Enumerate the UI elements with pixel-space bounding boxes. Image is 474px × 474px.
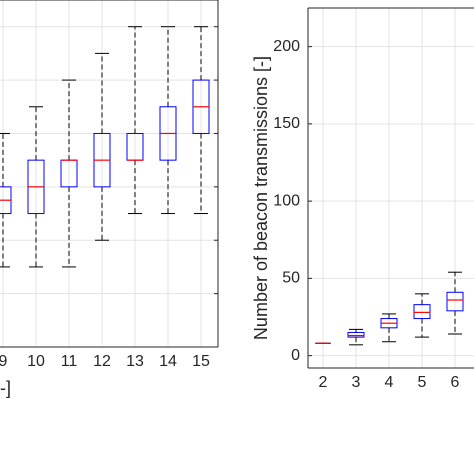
box xyxy=(413,304,431,320)
x-tick-label: 11 xyxy=(61,353,78,370)
boxes xyxy=(315,271,464,346)
left-chart: 9 10 11 12 13 14 15 -] xyxy=(0,0,219,398)
x-tick-label: 5 xyxy=(418,374,427,391)
x-tick-label: 6 xyxy=(451,374,460,391)
x-tick-label: 15 xyxy=(192,353,210,370)
y-tick-label: 150 xyxy=(273,115,300,132)
x-tick-label: 4 xyxy=(385,374,394,391)
y-tick-label: 100 xyxy=(273,192,300,209)
x-tick-label: 12 xyxy=(93,353,111,370)
x-tick-label: 9 xyxy=(0,353,8,370)
x-tick-label: 3 xyxy=(352,374,361,391)
x-tick-label: 10 xyxy=(27,353,45,370)
x-axis-label: -] xyxy=(0,378,11,398)
boxes xyxy=(0,26,210,268)
y-tick-label: 0 xyxy=(291,347,300,364)
y-axis-label: Number of beacon transmissions [-] xyxy=(251,56,271,340)
y-tick-label: 200 xyxy=(273,38,300,55)
x-tick-label: 2 xyxy=(319,374,328,391)
y-tick-label: 50 xyxy=(282,270,300,287)
box xyxy=(347,331,365,338)
box xyxy=(446,291,464,312)
x-tick-label: 13 xyxy=(126,353,144,370)
right-chart: 0 50 100 150 200 2 3 4 5 6 Number of beacon transm… xyxy=(251,7,474,391)
x-tick-label: 14 xyxy=(159,353,177,370)
